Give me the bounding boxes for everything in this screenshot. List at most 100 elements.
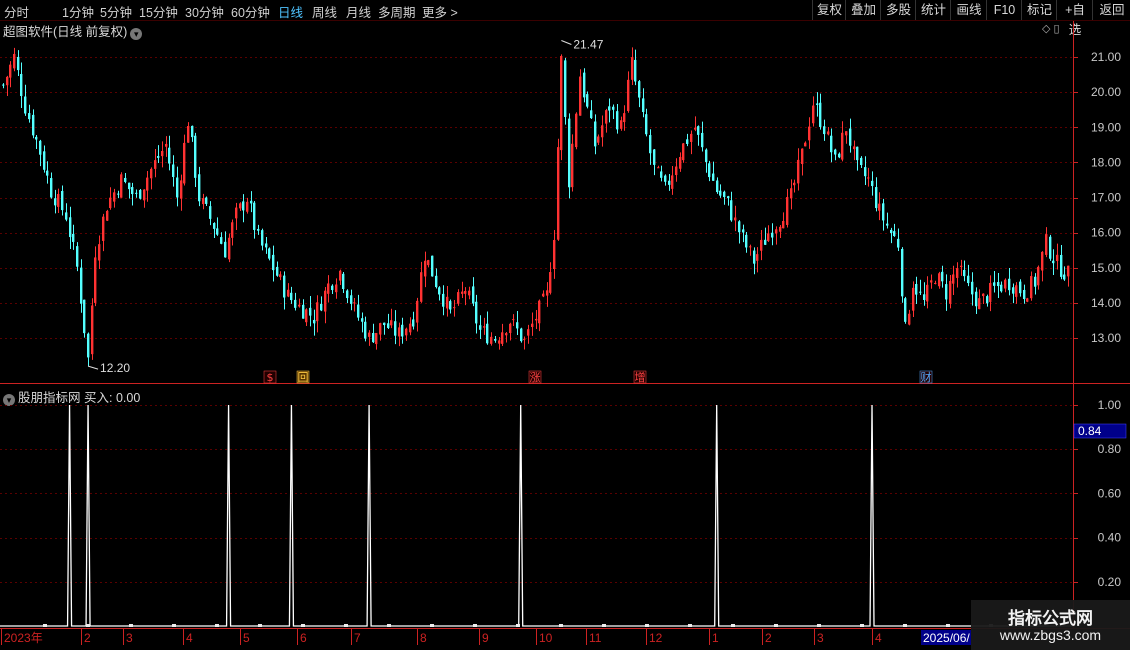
candle-body	[679, 156, 682, 169]
candle-body	[745, 234, 748, 248]
cursor-value-box	[1073, 423, 1127, 439]
candle-body	[978, 298, 981, 310]
candle-body	[72, 233, 75, 242]
candle-body	[912, 287, 915, 311]
event-marker-box	[633, 370, 647, 384]
candle-body	[424, 260, 427, 277]
price-tick-label: 14.00	[1091, 296, 1121, 310]
candle-body	[753, 250, 756, 264]
period-tab-10[interactable]: 更多 >	[422, 6, 458, 20]
candle-body	[982, 293, 985, 297]
candle-body	[671, 175, 674, 189]
candle-body	[963, 269, 966, 277]
candle-body	[427, 260, 430, 266]
candle-body	[357, 304, 360, 318]
period-tab-3[interactable]: 15分钟	[139, 6, 178, 20]
toolbar-button-8[interactable]: 返回	[1092, 0, 1130, 20]
indicator-menu-icon[interactable]: ▾	[3, 394, 15, 406]
candle-body	[790, 188, 793, 199]
baseline-dot	[344, 624, 348, 627]
candle-body	[867, 177, 870, 179]
toolbar-button-6[interactable]: 标记	[1021, 0, 1057, 20]
candle-body	[538, 300, 541, 324]
chart-corner-icons[interactable]: ◇ ▯	[1042, 23, 1060, 35]
main-chart-title: 超图软件(日线 前复权) ▾	[3, 21, 143, 40]
period-tab-2[interactable]: 5分钟	[100, 6, 132, 20]
candle-body	[1000, 284, 1003, 292]
candle-body	[165, 143, 168, 147]
toolbar-button-5[interactable]: F10	[986, 0, 1022, 20]
candle-body	[786, 197, 789, 225]
baseline-dot	[946, 624, 950, 627]
watermark-url: www.zbgs3.com	[999, 627, 1102, 643]
candle-body	[150, 168, 153, 179]
candle-body	[535, 318, 538, 321]
watermark-title: 指标公式网	[1008, 609, 1093, 628]
period-tab-5[interactable]: 60分钟	[231, 6, 270, 20]
candle-body	[697, 126, 700, 135]
candle-body	[542, 293, 545, 297]
candle-body	[83, 299, 86, 334]
toolbar-button-3[interactable]: 统计	[915, 0, 951, 20]
candle-body	[594, 121, 597, 147]
period-tab-7[interactable]: 周线	[312, 6, 338, 20]
candle-body	[157, 156, 160, 158]
candle-body	[875, 187, 878, 209]
candle-body	[461, 291, 464, 294]
event-marker: 涨	[530, 371, 541, 384]
chevron-down-icon[interactable]: ▾	[130, 28, 143, 40]
period-tab-8[interactable]: 月线	[346, 6, 372, 20]
candle-body	[1060, 254, 1063, 277]
toolbar-button-1[interactable]: 叠加	[845, 0, 881, 20]
candle-body	[468, 290, 471, 296]
candle-body	[143, 189, 146, 201]
candle-body	[1049, 236, 1052, 259]
candle-body	[279, 274, 282, 278]
toolbar-button-2[interactable]: 多股	[880, 0, 916, 20]
candle-body	[682, 143, 685, 161]
candle-body	[246, 201, 249, 212]
candle-body	[590, 110, 593, 119]
candle-body	[1034, 276, 1037, 287]
candle-body	[945, 284, 948, 300]
candle-body	[239, 203, 242, 209]
candle-body	[479, 325, 482, 330]
toolbar-button-7[interactable]: +自选	[1056, 0, 1093, 37]
candle-body	[205, 197, 208, 204]
candle-body	[65, 212, 68, 220]
candle-body	[213, 223, 216, 229]
candle-body	[686, 139, 689, 144]
candle-body	[464, 290, 467, 294]
period-tab-9[interactable]: 多周期	[378, 6, 416, 20]
candle-body	[35, 136, 38, 140]
time-axis-label: 4	[186, 631, 193, 645]
candle-body	[146, 177, 149, 191]
candle-body	[409, 323, 412, 333]
candle-body	[475, 301, 478, 324]
candle-body	[993, 282, 996, 286]
candle-body	[435, 275, 438, 288]
candle-body	[265, 243, 268, 248]
toolbar-button-0[interactable]: 复权	[812, 0, 846, 20]
period-tab-1[interactable]: 1分钟	[62, 6, 94, 20]
candle-body	[361, 318, 364, 322]
candle-body	[250, 200, 253, 204]
price-tick-label: 18.00	[1091, 155, 1121, 169]
candle-body	[69, 217, 72, 238]
candle-body	[841, 132, 844, 160]
candle-body	[627, 79, 630, 112]
candle-body	[734, 217, 737, 221]
candle-body	[498, 340, 501, 344]
toolbar-button-4[interactable]: 画线	[950, 0, 987, 20]
candle-body	[113, 192, 116, 202]
candle-body	[546, 290, 549, 296]
time-axis-label: 11	[589, 631, 602, 645]
candle-body	[398, 327, 401, 337]
candle-body	[819, 102, 822, 127]
period-tab-4[interactable]: 30分钟	[185, 6, 224, 20]
period-tab-6[interactable]: 日线	[278, 6, 304, 20]
period-tab-0[interactable]: 分时	[4, 6, 30, 20]
candle-body	[642, 98, 645, 113]
candle-body	[960, 265, 963, 268]
